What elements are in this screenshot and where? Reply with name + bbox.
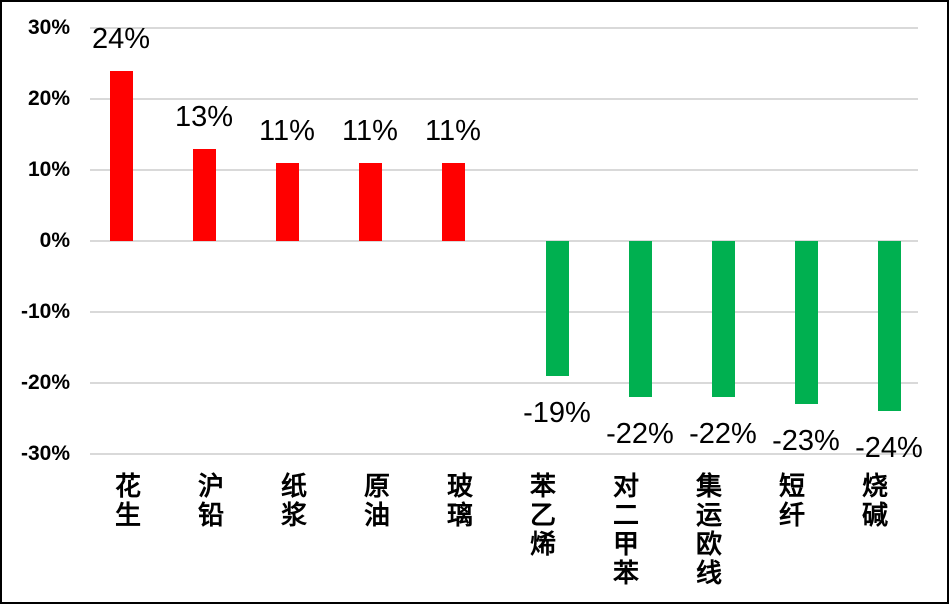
data-label-沪铅: 13% [174, 100, 234, 133]
bar-短纤 [794, 241, 818, 405]
data-label-烧碱: -24% [855, 432, 923, 465]
gridline-0% [90, 240, 918, 242]
x-axis-category-label-集运欧线: 集 运 欧 线 [695, 471, 722, 588]
bar-原油 [358, 162, 382, 241]
gridline-20% [90, 98, 918, 100]
bar-纸浆 [275, 162, 299, 241]
y-axis-tick-label: 10% [27, 158, 70, 181]
bar-对二甲苯 [628, 241, 652, 398]
x-axis-category-label-纸浆: 纸 浆 [280, 471, 307, 530]
bar-集运欧线 [711, 241, 735, 398]
data-label-原油: 11% [342, 114, 398, 147]
gridline-10% [90, 169, 918, 171]
bar-花生 [109, 70, 133, 241]
y-axis-tick-label: 20% [27, 87, 70, 110]
data-label-花生: 24% [91, 22, 151, 55]
gridline-30% [90, 27, 918, 29]
data-label-苯乙烯: -19% [523, 396, 591, 429]
y-axis-tick-label: 0% [39, 229, 70, 252]
x-axis-category-label-苯乙烯: 苯 乙 烯 [529, 471, 556, 559]
x-axis-category-label-花生: 花 生 [114, 471, 141, 530]
data-label-纸浆: 11% [259, 114, 315, 147]
x-axis-category-label-沪铅: 沪 铅 [197, 471, 224, 530]
gridline--20% [90, 382, 918, 384]
data-label-玻璃: 11% [425, 114, 481, 147]
gridline--10% [90, 311, 918, 313]
y-axis-tick-label: 30% [27, 16, 70, 39]
x-axis-category-label-对二甲苯: 对 二 甲 苯 [612, 471, 639, 588]
x-axis-category-label-烧碱: 烧 碱 [861, 471, 888, 530]
data-label-对二甲苯: -22% [606, 418, 674, 451]
x-axis-category-label-玻璃: 玻 璃 [446, 471, 473, 530]
gridline--30% [90, 453, 918, 455]
bar-苯乙烯 [545, 241, 569, 376]
x-axis-category-label-短纤: 短 纤 [778, 471, 805, 530]
y-axis-tick-label: -30% [20, 442, 70, 465]
x-axis-category-label-原油: 原 油 [363, 471, 390, 530]
y-axis-tick-label: -20% [20, 371, 70, 394]
bar-沪铅 [192, 148, 216, 241]
data-label-短纤: -23% [772, 425, 840, 458]
bar-烧碱 [877, 241, 901, 412]
data-label-集运欧线: -22% [689, 418, 757, 451]
bar-玻璃 [441, 162, 465, 241]
y-axis-tick-label: -10% [20, 300, 70, 323]
